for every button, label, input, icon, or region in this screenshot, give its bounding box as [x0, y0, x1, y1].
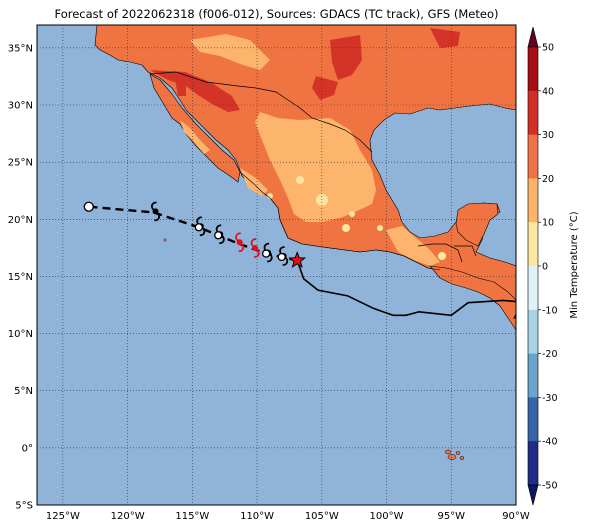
lon-tick-label: 115°W	[175, 511, 209, 522]
colorbar-segment	[528, 47, 538, 92]
colorbar-tick-label: 10	[542, 218, 554, 229]
colorbar-tick-label: -10	[542, 305, 558, 316]
longitude-labels: 125°W 120°W 115°W 110°W 105°W 100°W 95°W 90°W	[46, 511, 530, 522]
tropical-cyclone-icon	[150, 201, 161, 222]
current-position-star-icon	[288, 250, 307, 269]
country-borders	[149, 71, 477, 263]
hot-zone-baja-north	[175, 80, 186, 96]
lon-tick-label: 105°W	[305, 511, 339, 522]
lon-tick-label: 100°W	[370, 511, 404, 522]
colorbar-segment	[528, 178, 538, 223]
forecast-position-marker	[261, 249, 271, 258]
land-baja-california	[149, 73, 241, 183]
colorbar-segment	[528, 397, 538, 442]
map-frame	[36, 24, 517, 506]
colorbar-label: Min Temperature (°C)	[569, 211, 580, 318]
galapagos-islands	[444, 449, 465, 460]
pacific-coastline	[239, 171, 441, 271]
lon-tick-label: 110°W	[240, 511, 274, 522]
land-central-america	[429, 265, 516, 331]
colorbar-segment	[528, 266, 538, 311]
tropical-cyclone-icon	[235, 232, 245, 253]
colorbar-tick-label: 30	[542, 130, 554, 141]
colorbar: 50 40 30 20 10 0 -10 -20 -30 -40 -50	[527, 26, 558, 506]
colorbar-segment	[528, 222, 538, 267]
forecast-position-marker	[277, 252, 286, 262]
lon-tick-label: 120°W	[111, 511, 145, 522]
colorbar-min-extension	[527, 484, 539, 506]
revillagigedo-islands	[163, 238, 167, 242]
gridlines	[37, 25, 516, 505]
colorbar-tick-label: 0	[542, 262, 548, 273]
map-title: Forecast of 2022062318 (f006-012), Sourc…	[54, 7, 499, 21]
lat-tick-label: 5°S	[15, 501, 33, 512]
hot-zone-northwest	[150, 70, 240, 112]
forecast-position-marker	[214, 231, 223, 240]
hot-zone-east	[430, 28, 460, 48]
latitude-labels: 35°N 30°N 25°N 20°N 15°N 10°N 5°N 0° 5°S	[8, 43, 33, 511]
colorbar-segment	[528, 353, 538, 398]
colorbar-segment	[528, 90, 538, 136]
past-track-line	[296, 260, 516, 319]
plateau-north	[190, 34, 270, 70]
lat-tick-label: 20°N	[8, 215, 33, 226]
lat-tick-label: 5°N	[14, 386, 33, 397]
forecast-track-line	[88, 205, 298, 262]
colorbar-tick-label: -40	[542, 437, 558, 448]
colorbar-tick-label: 40	[542, 86, 554, 97]
colorbar-segment	[528, 309, 538, 355]
colorbar-tick-label: 50	[542, 43, 554, 54]
colorbar-tick-label: -30	[542, 393, 558, 404]
hot-zone-sonora	[330, 35, 362, 80]
plateau-southeast	[386, 226, 440, 266]
lon-tick-label: 95°W	[437, 511, 465, 522]
lat-tick-label: 15°N	[8, 272, 33, 283]
colorbar-tick-label: -50	[542, 481, 558, 492]
colorbar-segment	[528, 441, 538, 486]
plateau-west-coast	[240, 168, 268, 196]
lat-tick-label: 35°N	[8, 43, 33, 54]
lon-tick-label: 125°W	[46, 511, 80, 522]
tropical-cyclone-icon	[250, 238, 260, 258]
colorbar-tick-label: 20	[542, 174, 554, 185]
lat-tick-label: 10°N	[8, 329, 33, 340]
land-yucatan	[455, 202, 499, 247]
track-position-markers	[83, 201, 286, 262]
hot-zone-tamaulipas	[312, 76, 338, 100]
baja-cool-strip	[180, 120, 210, 154]
forecast-position-marker	[194, 223, 203, 232]
lat-tick-label: 0°	[22, 443, 33, 454]
plateau-central	[255, 112, 376, 222]
lat-tick-label: 30°N	[8, 101, 33, 112]
lon-tick-label: 90°W	[502, 511, 530, 522]
cool-spots	[267, 176, 446, 260]
lat-tick-label: 25°N	[8, 158, 33, 169]
colorbar-segment	[528, 134, 538, 179]
colorbar-max-extension	[527, 26, 539, 48]
colorbar-tick-label: -20	[542, 349, 558, 360]
final-position-marker	[83, 201, 94, 212]
